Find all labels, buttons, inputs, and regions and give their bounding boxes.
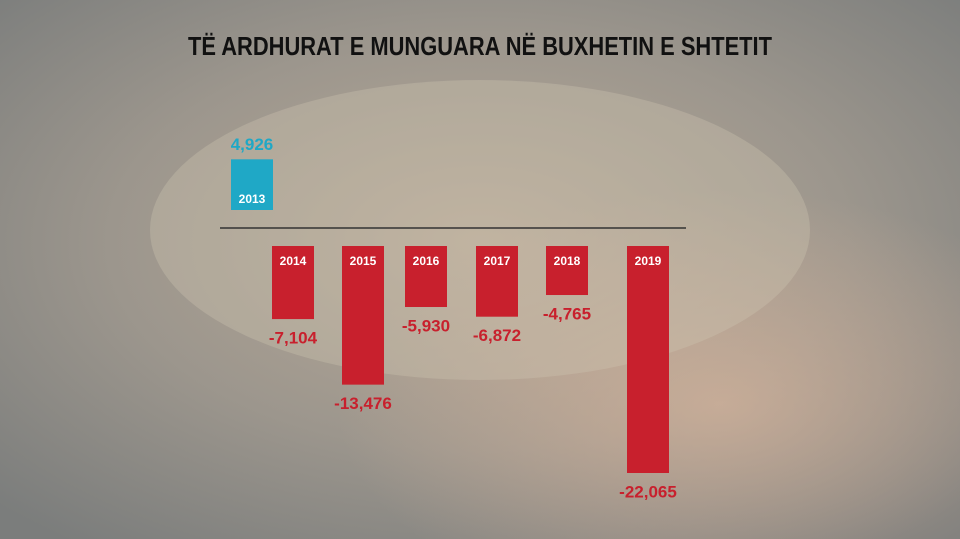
category-label: 2019: [635, 254, 662, 268]
bar: [272, 246, 314, 320]
bar: [627, 246, 669, 473]
category-label: 2015: [350, 254, 377, 268]
value-label: -7,104: [269, 329, 318, 348]
value-label: -13,476: [334, 394, 392, 413]
category-label: 2017: [484, 254, 511, 268]
bar: [476, 246, 518, 317]
category-label: 2014: [280, 254, 307, 268]
category-label: 2018: [554, 254, 581, 268]
value-label: -4,765: [543, 305, 591, 324]
bar: [546, 246, 588, 296]
value-label: -5,930: [402, 316, 450, 335]
value-label: -6,872: [473, 326, 521, 345]
category-label: 2013: [239, 192, 266, 206]
bar: [405, 246, 447, 308]
chart-title: TË ARDHURAT E MUNGUARA NË BUXHETIN E SHT…: [188, 31, 772, 61]
value-label: -22,065: [619, 482, 677, 501]
value-label: 4,926: [231, 135, 274, 154]
bar: [231, 159, 273, 210]
category-label: 2016: [413, 254, 440, 268]
bar: [342, 246, 384, 385]
